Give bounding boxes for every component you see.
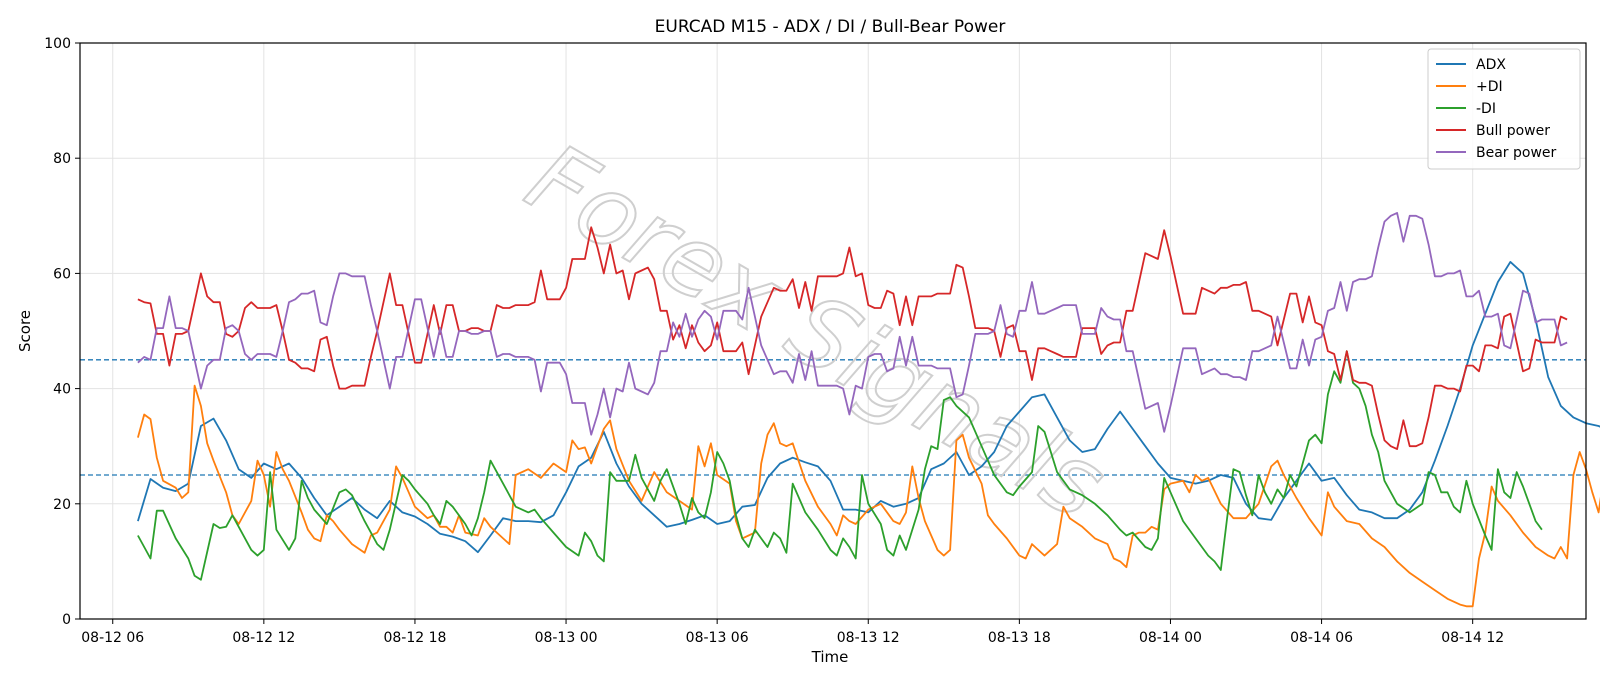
- x-axis-ticks: 08-12 06 08-12 12 08-12 18 08-13 00 08-13 06…: [81, 619, 1504, 646]
- y-tick-label: 100: [44, 36, 71, 52]
- plot-frame: [79, 42, 1587, 620]
- legend-label: Bear power: [1476, 145, 1557, 161]
- legend-label: Bull power: [1476, 123, 1550, 139]
- series-lines: [137, 211, 1600, 608]
- y-tick-label: 60: [53, 266, 71, 282]
- legend-label: -DI: [1476, 101, 1496, 117]
- x-tick-label: 08-13 18: [988, 630, 1051, 646]
- series-line-bear-power: [137, 211, 1568, 436]
- chart-title: EURCAD M15 - ADX / DI / Bull-Bear Power: [655, 17, 1006, 37]
- legend-label: ADX: [1476, 57, 1506, 73]
- legend-label: +DI: [1476, 79, 1503, 95]
- y-tick-label: 20: [53, 497, 71, 513]
- series-line-bull-power: [137, 226, 1568, 451]
- y-tick-label: 80: [53, 151, 71, 167]
- x-tick-label: 08-14 00: [1139, 630, 1202, 646]
- y-tick-label: 40: [53, 382, 71, 398]
- x-tick-label: 08-13 00: [535, 630, 598, 646]
- y-axis-label: Score: [16, 310, 34, 352]
- series-line-di: [137, 384, 1600, 608]
- x-tick-label: 08-14 06: [1290, 630, 1353, 646]
- legend: ADX +DI -DI Bull power Bear power: [1427, 48, 1581, 170]
- legend-box: [1427, 48, 1581, 170]
- watermark: Forex Signals: [509, 122, 1123, 541]
- x-tick-label: 08-12 06: [81, 630, 144, 646]
- x-axis-label: Time: [811, 648, 849, 666]
- x-tick-label: 08-14 12: [1441, 630, 1504, 646]
- x-tick-label: 08-12 18: [383, 630, 446, 646]
- y-axis-ticks: 0 20 40 60 80 100: [44, 36, 80, 628]
- x-tick-label: 08-13 06: [686, 630, 749, 646]
- x-tick-label: 08-13 12: [837, 630, 900, 646]
- series-line-adx: [137, 260, 1600, 554]
- series-line-di: [137, 350, 1543, 581]
- x-tick-label: 08-12 12: [232, 630, 295, 646]
- y-tick-label: 0: [62, 612, 71, 628]
